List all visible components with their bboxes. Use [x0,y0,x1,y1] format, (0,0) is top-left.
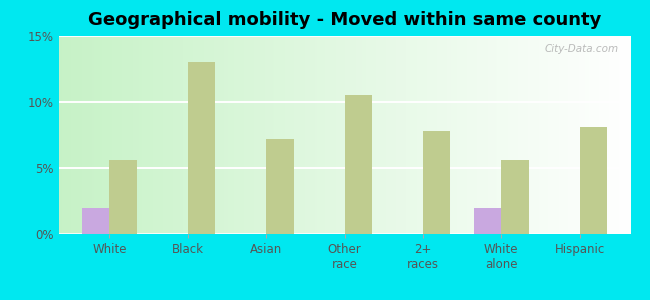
Bar [82,208,109,234]
Bar [474,208,501,234]
Bar [580,127,607,234]
Bar [188,62,215,234]
Bar [344,95,372,234]
Bar [501,160,528,234]
Bar [266,139,294,234]
Title: Geographical mobility - Moved within same county: Geographical mobility - Moved within sam… [88,11,601,29]
Text: City-Data.com: City-Data.com [545,44,619,54]
Bar [423,131,450,234]
Bar [109,160,137,234]
